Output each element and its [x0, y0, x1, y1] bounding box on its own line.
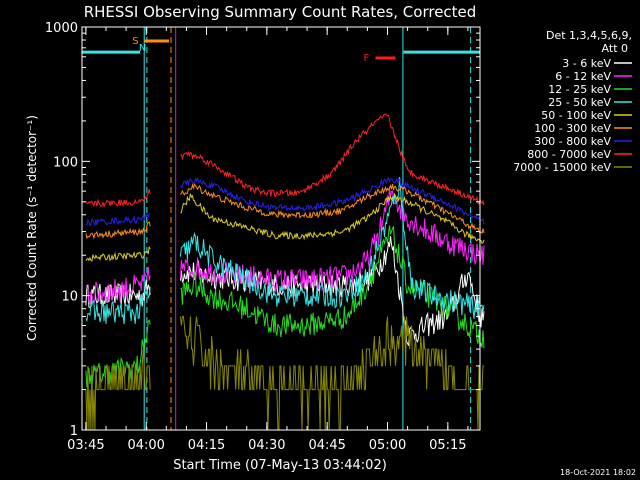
x-tick-label: 04:15 — [188, 438, 225, 453]
legend-label-5: 100 - 300 keV — [534, 122, 611, 135]
legend-header-line2: Att 0 — [602, 42, 628, 55]
series-line-6 — [85, 176, 485, 227]
legend-label-1: 6 - 12 keV — [555, 70, 611, 83]
x-tick-label: 03:45 — [67, 438, 104, 453]
series-line-5 — [85, 183, 485, 240]
plot-layer: SN F — [82, 27, 485, 431]
legend-label-8: 7000 - 15000 keV — [513, 161, 611, 174]
series-line-3 — [85, 177, 485, 325]
timestamp: 18-Oct-2021 18:02 — [560, 468, 636, 477]
plot-frame — [81, 26, 481, 431]
legend-label-7: 800 - 7000 keV — [527, 148, 611, 161]
x-tick-label: 05:00 — [369, 438, 406, 453]
axis-layer: 1 10 100 1000 03:45 04:00 04:15 04:30 04:45 05:00… — [45, 21, 480, 453]
x-tick-label: 05:15 — [429, 438, 466, 453]
x-axis-label: Start Time (07-May-13 03:44:02) — [173, 458, 387, 473]
y-tick-label: 100 — [53, 155, 78, 170]
y-axis-label: Corrected Count Rate (s⁻¹ detector⁻¹) — [25, 115, 39, 341]
x-tick-label: 04:00 — [127, 438, 164, 453]
y-tick-label: 10 — [61, 290, 78, 305]
annotation-label-n: N — [139, 43, 146, 54]
legend-label-4: 50 - 100 keV — [541, 109, 611, 122]
y-tick-label: 1 — [70, 424, 78, 439]
legend-label-2: 12 - 25 keV — [548, 83, 611, 96]
series-line-4 — [85, 192, 485, 262]
series-line-8 — [85, 316, 484, 431]
legend-label-0: 3 - 6 keV — [562, 57, 611, 70]
legend-header-line1: Det 1,3,4,5,6,9, — [546, 29, 632, 42]
legend-label-6: 300 - 800 keV — [534, 135, 611, 148]
y-tick-label: 1000 — [45, 21, 78, 36]
series-line-7 — [85, 113, 485, 208]
x-tick-label: 04:30 — [248, 438, 285, 453]
chart-title: RHESSI Observing Summary Count Rates, Co… — [84, 3, 477, 21]
legend-label-3: 25 - 50 keV — [548, 96, 611, 109]
annotation-label-s: S — [132, 36, 138, 47]
annotation-label-f: F — [363, 53, 369, 64]
x-tick-label: 04:45 — [308, 438, 345, 453]
